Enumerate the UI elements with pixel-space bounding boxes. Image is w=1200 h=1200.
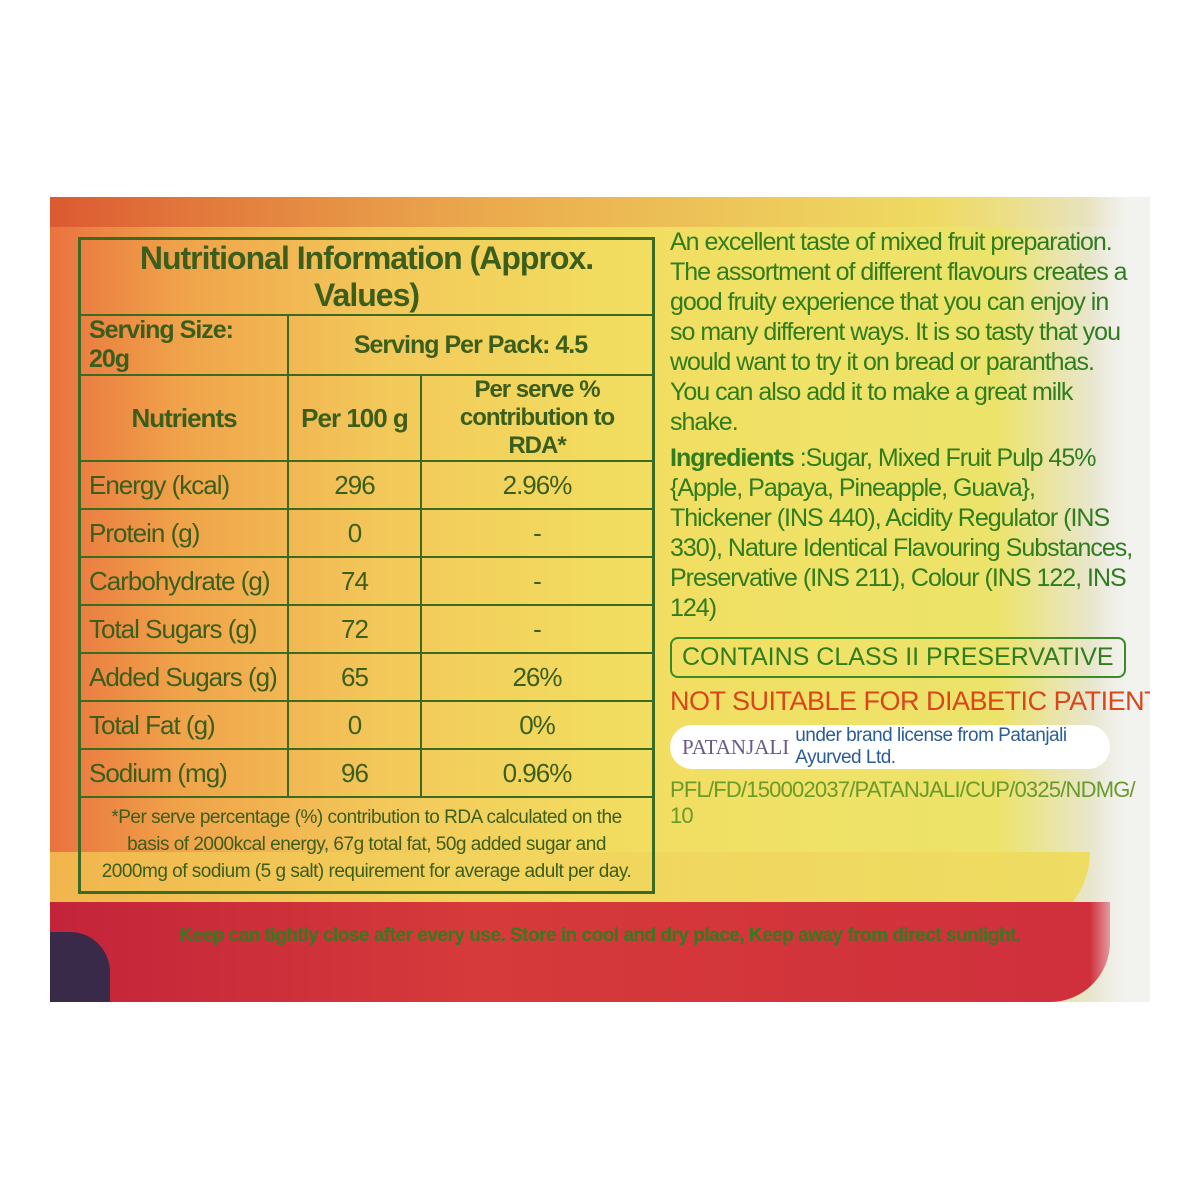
table-row: Carbohydrate (g) 74- (78, 556, 655, 606)
product-description: An excellent taste of mixed fruit prepar… (670, 228, 1128, 436)
rda-value: 0% (420, 700, 655, 750)
per-100g-value: 296 (287, 460, 422, 510)
nutrient-name: Added Sugars (g) (78, 652, 289, 702)
patanjali-logo: PATANJALI (682, 734, 790, 759)
diabetic-warning: NOT SUITABLE FOR DIABETIC PATIENTS (670, 686, 1150, 716)
per-100g-value: 96 (287, 748, 422, 798)
brand-license-strip: PATANJALI under brand license from Patan… (670, 725, 1110, 769)
serving-size: Serving Size: 20g (78, 314, 289, 376)
nutrition-table: Nutritional Information (Approx. Values)… (78, 237, 655, 894)
per-100g-value: 0 (287, 700, 422, 750)
nutrient-name: Total Sugars (g) (78, 604, 289, 654)
nutrient-name: Total Fat (g) (78, 700, 289, 750)
label-red-band (50, 902, 1110, 1002)
per-100g-value: 65 (287, 652, 422, 702)
table-row: Total Fat (g) 0 0% (78, 700, 655, 750)
license-text: under brand license from Patanjali Ayurv… (795, 725, 1067, 768)
product-label-photo: Nutritional Information (Approx. Values)… (50, 197, 1150, 1002)
servings-per-pack: Serving Per Pack: 4.5 (287, 314, 655, 376)
nutrient-name: Carbohydrate (g) (78, 556, 289, 606)
per-100g-value: 74 (287, 556, 422, 606)
nutrient-name: Sodium (mg) (78, 748, 289, 798)
right-text-column: An excellent taste of mixed fruit prepar… (670, 227, 1150, 829)
rda-value: - (420, 508, 655, 558)
table-row: Added Sugars (g) 65 26% (78, 652, 655, 702)
rda-value: - (420, 556, 655, 606)
table-row: Total Sugars (g) 72- (78, 604, 655, 654)
header-per-100g: Per 100 g (287, 374, 422, 462)
rda-value: 2.96% (420, 460, 655, 510)
rda-footnote: *Per serve percentage (%) contribution t… (78, 796, 655, 894)
table-row: Protein (g) 0- (78, 508, 655, 558)
rda-value: 26% (420, 652, 655, 702)
license-code: PFL/FD/150002037/PATANJALI/CUP/0325/NDMG… (670, 777, 1136, 828)
nutrient-name: Energy (kcal) (78, 460, 289, 510)
ingredients-label: Ingredients (670, 444, 795, 472)
nutrition-title: Nutritional Information (Approx. Values) (78, 237, 655, 316)
header-nutrients: Nutrients (78, 374, 289, 462)
preservative-warning: CONTAINS CLASS II PRESERVATIVE (670, 637, 1126, 678)
label-top-band (50, 197, 1150, 227)
per-100g-value: 72 (287, 604, 422, 654)
ingredients-text: :Sugar, Mixed Fruit Pulp 45% {Apple, Pap… (670, 444, 1133, 622)
rda-value: - (420, 604, 655, 654)
table-row: Energy (kcal) 296 2.96% (78, 460, 655, 510)
storage-instructions: Keep can tightly close after every use. … (179, 925, 1021, 946)
cup-edge (1090, 197, 1150, 1002)
ingredients: Ingredients :Sugar, Mixed Fruit Pulp 45%… (670, 443, 1135, 623)
per-100g-value: 0 (287, 508, 422, 558)
table-row: Sodium (mg) 96 0.96% (78, 748, 655, 798)
nutrient-name: Protein (g) (78, 508, 289, 558)
rda-value: 0.96% (420, 748, 655, 798)
product-description-block: An excellent taste of mixed fruit prepar… (670, 227, 1135, 629)
header-rda: Per serve % contribution to RDA* (420, 374, 655, 462)
